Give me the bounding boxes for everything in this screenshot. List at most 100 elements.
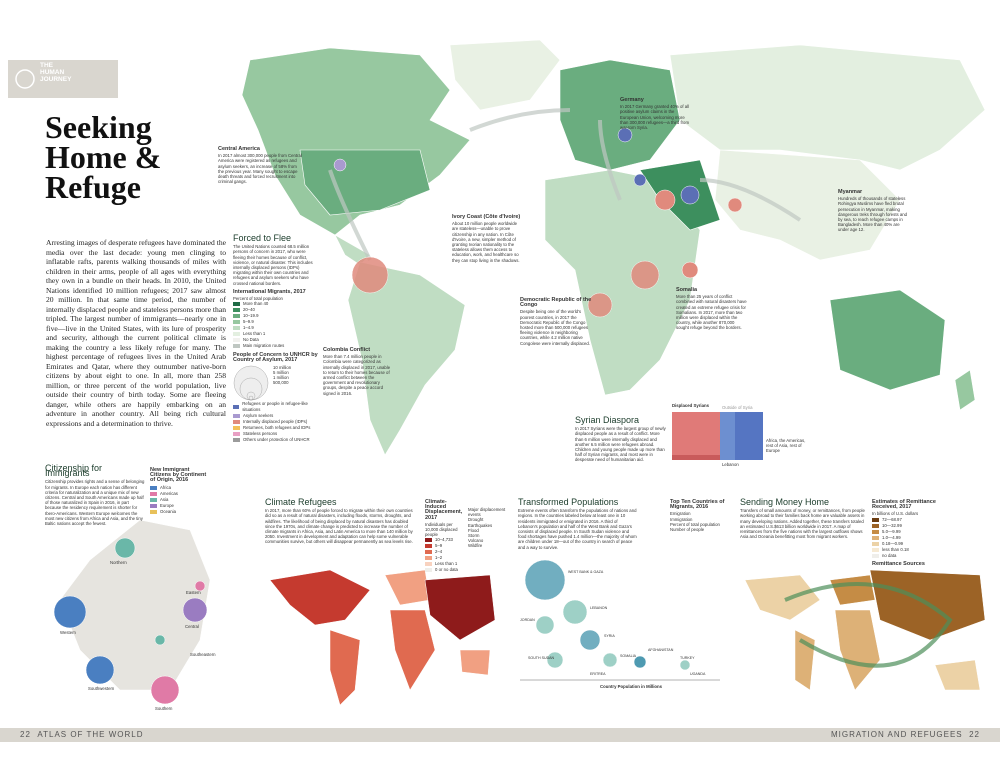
section-title: Climate Refugees: [265, 497, 337, 507]
climate: Climate Refugees In 2017, more than 60% …: [265, 497, 415, 545]
legend-item: 5–9: [425, 543, 465, 549]
europe-map: [53, 519, 211, 705]
legend-title: Estimates of Remittance Received, 2017: [872, 499, 936, 511]
list-label: Wildfire: [468, 543, 483, 549]
legend-swatch: [233, 344, 240, 349]
legend-label: 10–4,733: [435, 537, 453, 543]
legend-label: Asia: [160, 496, 169, 502]
climate-events: Major displacement events Drought Earthqu…: [468, 507, 506, 549]
legend-swatch: [150, 509, 157, 514]
legend-item: 20–40: [233, 307, 318, 313]
legend-label: 1–4.9: [243, 325, 254, 331]
region-label: Southeastern: [190, 652, 216, 657]
legend-item: Refugees or people in refugee-like situa…: [233, 401, 318, 413]
list-label: 500,000: [273, 380, 289, 386]
legend-swatch: [425, 544, 432, 549]
legend-item: Internally displaced people (IDPs): [233, 419, 318, 425]
size-labels: 10 million 5 million 1 million 500,000: [273, 365, 291, 386]
legend-label: Oceania: [160, 508, 177, 514]
legend-item: no data: [872, 553, 942, 559]
legend-swatch: [872, 517, 879, 522]
legend-title: Climate-Induced Displacement, 2017: [425, 499, 463, 521]
migration-routes: [328, 108, 802, 261]
legend-label: Refugees or people in refugee-like situa…: [242, 400, 308, 412]
legend-item: Less than 1: [233, 331, 318, 337]
legend-subtitle: In billions of U.S. dollars: [872, 511, 919, 517]
list-label: 10 million: [273, 364, 292, 370]
badge-text: THE: [40, 62, 53, 69]
legend-item: 10–4,733: [425, 537, 465, 543]
legend-item: 1–2: [425, 555, 465, 561]
legend-item: 2–4: [425, 549, 465, 555]
legend-item: Asylum seekers: [233, 413, 318, 419]
legend-swatch: [872, 547, 879, 552]
badge-text: HUMAN: [40, 69, 65, 76]
callout: Myanmar Hundreds of thousands of stateles…: [838, 189, 910, 233]
title-line: Home &: [45, 139, 162, 175]
section-text: Citizenship provides rights and a sense …: [45, 479, 145, 527]
list-label: Percent of total population: [670, 521, 720, 527]
list-label: 1 million: [273, 375, 289, 381]
legend-item: Europe: [150, 503, 212, 509]
legend-subtitle: Major displacement events: [468, 507, 506, 518]
forced-to-flee: Forced to Flee The United Nations counte…: [233, 233, 318, 443]
bubble-label: LEBANON: [590, 606, 608, 610]
callout: Ivory Coast (Côte d'Ivoire) About 10 mill…: [452, 214, 522, 263]
section-title: Sending Money Home: [740, 497, 830, 507]
legend-swatch: [150, 491, 157, 496]
legend-swatch: [872, 523, 879, 528]
legend-label: Europe: [160, 502, 174, 508]
legend-label: less than 0.18: [882, 546, 909, 552]
bubble-label: UGANDA: [690, 672, 706, 676]
section-text: In 2017, more than 60% of people forced …: [265, 508, 413, 545]
list-label: Immigration: [670, 516, 693, 522]
syrian-diaspora: Syrian Diaspora In 2017 Syrians were the…: [575, 415, 667, 463]
intro-text: Arresting images of desperate refugees h…: [46, 238, 226, 428]
footer-band: [0, 728, 1000, 742]
bubble-label: ERITREA: [590, 672, 606, 676]
axis-label: Country Population in Millions: [600, 684, 663, 689]
bubble-label: SOMALIA: [620, 654, 636, 658]
section-text: The United Nations counted 68.5 million …: [233, 244, 313, 286]
syrian-treemap: [672, 412, 763, 460]
legend-title: New Immigrant Citizens by Continent of O…: [150, 467, 207, 484]
callout-text: More than 7.4 million people in Colombia…: [323, 354, 391, 396]
legend-item: 5.0—9.99: [872, 529, 942, 535]
list-label: Earthquakes: [468, 522, 493, 528]
treemap-title: Displaced Syrians: [672, 403, 710, 408]
callout-title: Democratic Republic of the Congo: [520, 297, 592, 309]
bubble-label: TURKEY: [680, 656, 695, 660]
legend-swatch: [150, 485, 157, 490]
legend: Drought Earthquakes Flood Storm Volcano Wildf…: [468, 517, 506, 548]
section-title: Transformed Populations: [518, 497, 619, 507]
legend-swatch: [425, 550, 432, 555]
legend-label: Americas: [160, 490, 178, 496]
concern-circles: [333, 127, 743, 318]
legend-label: 5–9.9: [243, 319, 254, 325]
region-label: Northern: [110, 560, 127, 565]
money-legend: Estimates of Remittance Received, 2017 I…: [872, 499, 942, 568]
legend-swatch: [872, 541, 879, 546]
legend-item: Less than 1: [425, 561, 465, 567]
badge-box: [8, 60, 118, 98]
section-title: Citizenship for Immigrants: [45, 463, 103, 479]
page-number: 22: [20, 730, 31, 739]
legend-item: 1.0—4.99: [872, 535, 942, 541]
legend-label: Less than 1: [435, 561, 458, 567]
citizenship: Citizenship for Immigrants Citizenship p…: [45, 463, 145, 527]
callout-title: Somalia: [676, 287, 698, 293]
legend-label: 1.0—4.99: [882, 534, 901, 540]
treemap-label: Lebanon: [722, 462, 739, 467]
legend-swatch: [233, 314, 240, 319]
size-legend: 10 million 5 million 1 million 500,000: [233, 365, 318, 401]
legend-swatch: [233, 302, 240, 307]
callout-title: Ivory Coast (Côte d'Ivoire): [452, 214, 521, 220]
callout-title: Central America: [218, 146, 260, 152]
list-label: Emigration: [670, 511, 691, 517]
legend-item: 0 or no data: [425, 567, 465, 573]
treemap-label: Africa, the Americas, rest of Asia, rest…: [766, 438, 806, 454]
legend-item: 0.18—0.99: [872, 541, 942, 547]
callout-title: Myanmar: [838, 189, 863, 195]
